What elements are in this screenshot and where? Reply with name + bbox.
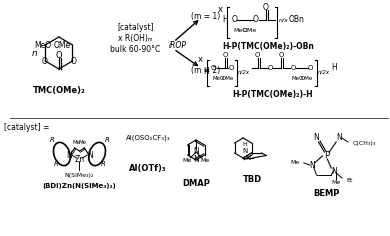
Text: N: N [243, 148, 248, 154]
Text: MeO: MeO [213, 76, 225, 80]
Text: MeO: MeO [233, 28, 247, 33]
Text: OMe: OMe [221, 76, 234, 80]
Text: OBn: OBn [289, 16, 305, 25]
Text: O: O [56, 51, 62, 59]
Text: MeO: MeO [34, 41, 51, 50]
Text: OMe: OMe [53, 41, 71, 50]
Text: O: O [255, 52, 261, 58]
Text: O: O [262, 3, 269, 12]
Text: (m = 1): (m = 1) [191, 13, 220, 21]
Text: TBD: TBD [243, 176, 262, 185]
Text: N: N [87, 152, 93, 160]
Text: bulk 60-90°C: bulk 60-90°C [110, 46, 160, 55]
Text: Zn: Zn [74, 156, 85, 164]
Text: [catalyst]: [catalyst] [117, 24, 154, 33]
Text: O: O [41, 58, 47, 67]
Text: N: N [66, 152, 72, 160]
Text: Me: Me [291, 160, 300, 165]
Text: O: O [71, 58, 76, 67]
Text: O: O [268, 65, 273, 71]
Text: x R(OH)ₘ: x R(OH)ₘ [118, 34, 152, 43]
Text: O: O [223, 52, 228, 58]
Text: O: O [290, 65, 296, 71]
Text: N: N [314, 134, 319, 143]
Text: Me: Me [78, 139, 87, 144]
Text: Me: Me [73, 139, 80, 144]
Text: C(CH₃)₃: C(CH₃)₃ [353, 142, 376, 147]
Text: P: P [324, 151, 329, 160]
Text: H-P(TMC(OMe)₂)-OBn: H-P(TMC(OMe)₂)-OBn [223, 42, 314, 51]
Text: H: H [203, 67, 209, 76]
Text: [catalyst] =: [catalyst] = [4, 122, 49, 131]
Text: DMAP: DMAP [182, 180, 210, 189]
Text: Al(OSO₂CF₃)₃: Al(OSO₂CF₃)₃ [126, 135, 170, 141]
Text: N: N [331, 168, 337, 177]
Text: n: n [32, 49, 37, 58]
Text: BEMP: BEMP [313, 189, 340, 198]
Text: O: O [211, 65, 216, 71]
Text: Me: Me [183, 159, 192, 164]
Text: n/2x: n/2x [317, 69, 330, 75]
Text: O: O [229, 65, 234, 71]
Text: H: H [331, 63, 337, 72]
Text: N: N [193, 147, 199, 156]
Text: N: N [336, 134, 342, 143]
Text: (m = 2): (m = 2) [191, 66, 220, 75]
Text: H-P(TMC(OMe)₂)-H: H-P(TMC(OMe)₂)-H [232, 90, 313, 100]
Text: N: N [193, 156, 199, 164]
Text: x: x [197, 55, 202, 64]
Text: N: N [309, 160, 314, 169]
Text: Me: Me [200, 159, 209, 164]
Text: TMC(OMe)₂: TMC(OMe)₂ [32, 87, 85, 96]
Text: Et: Et [346, 178, 352, 184]
Text: iROP: iROP [168, 41, 186, 50]
Text: Me: Me [332, 180, 341, 185]
Text: H: H [223, 16, 228, 25]
Text: R: R [105, 137, 109, 143]
Text: x: x [218, 5, 223, 14]
Text: (BDI)Zn(N(SiMe₃)₂): (BDI)Zn(N(SiMe₃)₂) [43, 183, 116, 189]
Text: N(SiMe₃)₂: N(SiMe₃)₂ [65, 173, 94, 177]
Text: O: O [253, 16, 259, 25]
Text: O: O [308, 65, 313, 71]
Text: H: H [243, 143, 247, 148]
Text: OMe: OMe [243, 28, 257, 33]
Text: O: O [231, 16, 237, 25]
Text: N: N [245, 155, 251, 161]
Text: Al(OTf)₃: Al(OTf)₃ [129, 164, 167, 173]
Text: O: O [278, 52, 284, 58]
Text: R: R [50, 137, 55, 143]
Text: R: R [53, 161, 58, 167]
Text: OMe: OMe [301, 76, 313, 80]
Text: MeO: MeO [292, 76, 304, 80]
Text: R: R [101, 161, 105, 167]
Text: n/2x: n/2x [238, 69, 250, 75]
Text: n/x: n/x [278, 17, 288, 22]
